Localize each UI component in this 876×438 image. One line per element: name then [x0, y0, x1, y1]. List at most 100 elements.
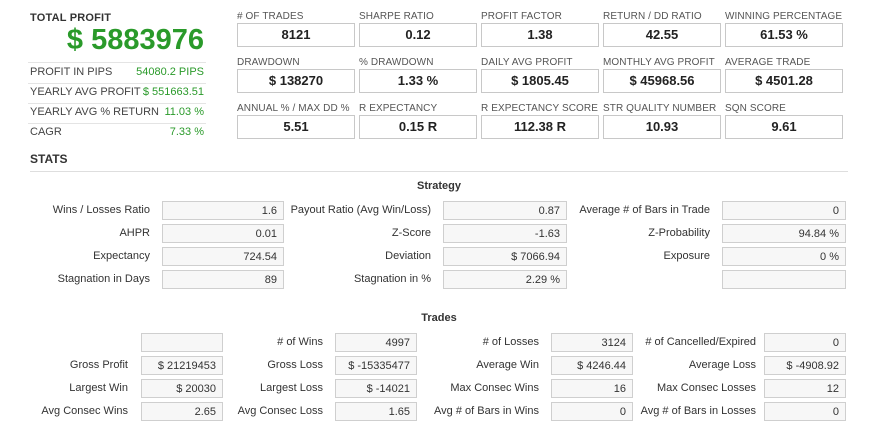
- trades-value: 16: [551, 379, 633, 398]
- strategy-value: 0: [722, 201, 846, 220]
- summary-row-value: $ 551663.51: [142, 86, 204, 98]
- metric-value: $ 1805.45: [481, 69, 599, 93]
- strategy-label: Exposure: [663, 250, 710, 262]
- metric-label: R EXPECTANCY SCORE: [481, 103, 599, 114]
- trades-value: 4997: [335, 333, 417, 352]
- trades-value: $ -14021: [335, 379, 417, 398]
- strategy-value: [722, 270, 846, 289]
- metric-label: WINNING PERCENTAGE: [725, 11, 843, 22]
- strategy-value: 89: [162, 270, 284, 289]
- summary-row-value: 54080.2 PIPS: [136, 66, 204, 78]
- metric-label: RETURN / DD RATIO: [603, 11, 702, 22]
- strategy-value: 1.6: [162, 201, 284, 220]
- metric-label: SHARPE RATIO: [359, 11, 434, 22]
- summary-row-label: PROFIT IN PIPS: [30, 66, 113, 78]
- strategy-value: -1.63: [443, 224, 567, 243]
- trades-label: Average Win: [476, 359, 539, 371]
- strategy-value: 94.84 %: [722, 224, 846, 243]
- metric-value: 112.38 R: [481, 115, 599, 139]
- metric-value: 61.53 %: [725, 23, 843, 47]
- metric-label: PROFIT FACTOR: [481, 11, 562, 22]
- metric-value: 10.93: [603, 115, 721, 139]
- trades-value: [141, 333, 223, 352]
- metric-value: $ 4501.28: [725, 69, 843, 93]
- strategy-value: $ 7066.94: [443, 247, 567, 266]
- trades-label: Max Consec Wins: [450, 382, 539, 394]
- trades-label: Largest Loss: [260, 382, 323, 394]
- trades-value: $ -4908.92: [764, 356, 846, 375]
- metric-value: 1.33 %: [359, 69, 477, 93]
- trades-value: 0: [764, 333, 846, 352]
- summary-row-label: YEARLY AVG PROFIT: [30, 86, 141, 98]
- strategy-label: Expectancy: [93, 250, 150, 262]
- summary-row-yearly-avg-profit: YEARLY AVG PROFIT $ 551663.51: [30, 83, 204, 103]
- trades-value: 3124: [551, 333, 633, 352]
- summary-row-cagr: CAGR 7.33 %: [30, 123, 204, 143]
- trades-label: # of Wins: [277, 336, 323, 348]
- strategy-value: 0.01: [162, 224, 284, 243]
- strategy-label: Wins / Losses Ratio: [52, 204, 150, 216]
- metric-value: 1.38: [481, 23, 599, 47]
- trades-title: Trades: [421, 312, 457, 324]
- strategy-value: 2.29 %: [443, 270, 567, 289]
- trades-label: Avg Consec Wins: [41, 405, 128, 417]
- stats-divider: [30, 171, 848, 172]
- trades-label: # of Losses: [482, 336, 539, 348]
- metric-label: DAILY AVG PROFIT: [481, 57, 573, 68]
- trades-label: Avg # of Bars in Wins: [434, 405, 539, 417]
- trades-value: $ -15335477: [335, 356, 417, 375]
- summary-row-label: CAGR: [30, 126, 62, 138]
- summary-row-value: 11.03 %: [164, 106, 204, 118]
- trades-label: Gross Loss: [267, 359, 323, 371]
- total-profit-label: TOTAL PROFIT: [30, 12, 112, 24]
- summary-divider: [28, 123, 206, 124]
- metric-value: $ 138270: [237, 69, 355, 93]
- metric-value: 8121: [237, 23, 355, 47]
- trades-label: Largest Win: [69, 382, 128, 394]
- summary-row-yearly-avg-return: YEARLY AVG % RETURN 11.03 %: [30, 103, 204, 123]
- metric-label: STR QUALITY NUMBER: [603, 103, 717, 114]
- trades-label: Avg Consec Loss: [237, 405, 323, 417]
- total-profit-value: $ 5883976: [66, 24, 204, 56]
- strategy-label: Payout Ratio (Avg Win/Loss): [290, 204, 431, 216]
- strategy-label: Z-Score: [391, 227, 431, 239]
- metric-label: R EXPECTANCY: [359, 103, 438, 114]
- metric-label: % DRAWDOWN: [359, 57, 434, 68]
- trades-label: # of Cancelled/Expired: [645, 336, 756, 348]
- strategy-value: 724.54: [162, 247, 284, 266]
- trades-label: Gross Profit: [69, 359, 128, 371]
- metric-value: 0.15 R: [359, 115, 477, 139]
- summary-row-value: 7.33 %: [169, 126, 204, 138]
- strategy-title: Strategy: [416, 180, 462, 192]
- summary-divider: [28, 83, 206, 84]
- metric-value: 0.12: [359, 23, 477, 47]
- metric-label: # OF TRADES: [237, 11, 304, 22]
- metric-value: 9.61: [725, 115, 843, 139]
- strategy-label: Stagnation in Days: [57, 273, 150, 285]
- trades-value: 12: [764, 379, 846, 398]
- metric-label: AVERAGE TRADE: [725, 57, 811, 68]
- trades-label: Average Loss: [688, 359, 756, 371]
- trades-value: $ 4246.44: [551, 356, 633, 375]
- strategy-label: AHPR: [119, 227, 150, 239]
- summary-divider: [28, 103, 206, 104]
- metric-label: SQN SCORE: [725, 103, 786, 114]
- summary-row-label: YEARLY AVG % RETURN: [30, 106, 159, 118]
- strategy-label: Average # of Bars in Trade: [579, 204, 710, 216]
- metric-value: $ 45968.56: [603, 69, 721, 93]
- strategy-value: 0 %: [722, 247, 846, 266]
- metric-label: ANNUAL % / MAX DD %: [237, 103, 350, 114]
- trades-label: Avg # of Bars in Losses: [640, 405, 756, 417]
- summary-divider: [28, 62, 206, 63]
- metric-label: MONTHLY AVG PROFIT: [603, 57, 715, 68]
- stats-title: STATS: [30, 152, 68, 166]
- strategy-label: Z-Probability: [648, 227, 710, 239]
- metric-label: DRAWDOWN: [237, 57, 300, 68]
- trades-value: $ 21219453: [141, 356, 223, 375]
- trades-value: 0: [764, 402, 846, 421]
- strategy-label: Stagnation in %: [353, 273, 431, 285]
- metric-value: 5.51: [237, 115, 355, 139]
- trades-value: 0: [551, 402, 633, 421]
- trades-value: 1.65: [335, 402, 417, 421]
- metric-value: 42.55: [603, 23, 721, 47]
